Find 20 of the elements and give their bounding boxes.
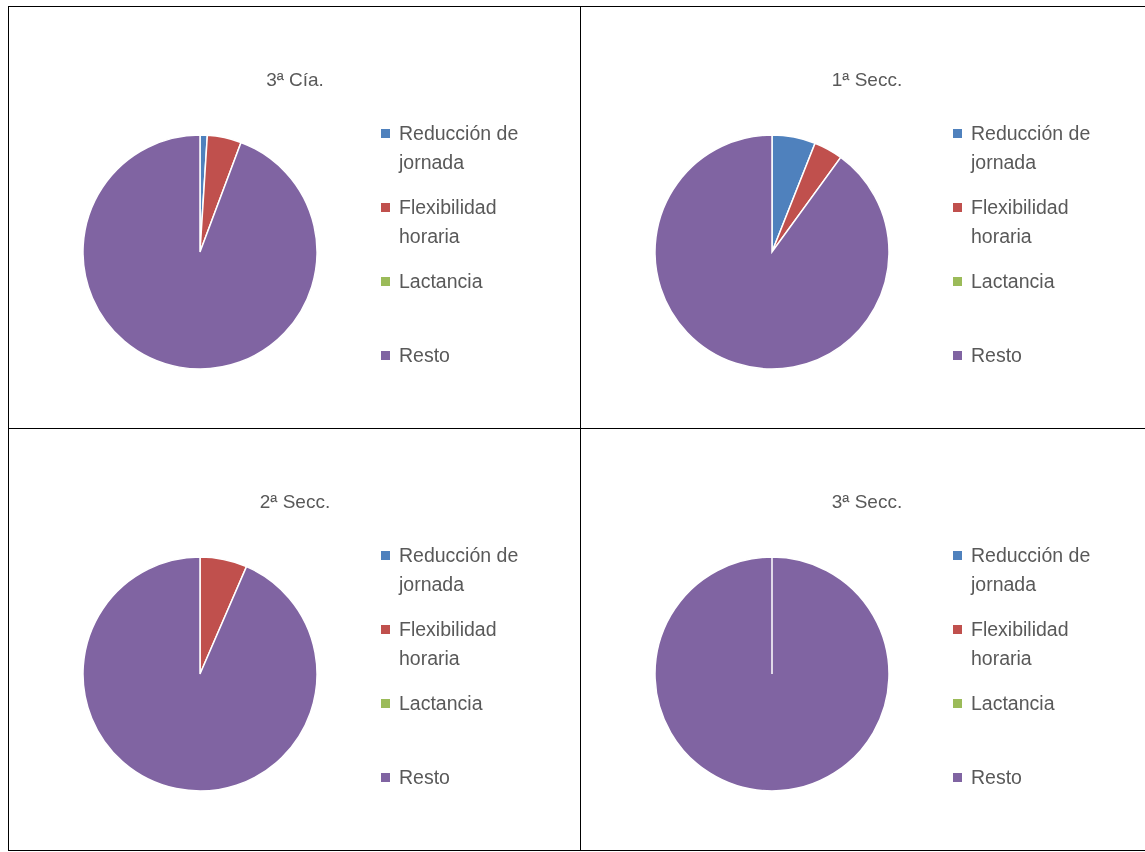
legend-label: Resto (399, 343, 451, 368)
chart-title: 1ª Secc. (830, 69, 904, 91)
legend-label: Lactancia (399, 691, 484, 716)
legend-label: Lactancia (399, 269, 484, 294)
chart-title: 3ª Secc. (830, 491, 904, 513)
legend-label: Flexibilidad horaria (971, 195, 1070, 249)
legend-label: Lactancia (971, 269, 1056, 294)
chart-title: 3ª Cía. (265, 69, 325, 91)
legend-label: Flexibilidad horaria (399, 617, 498, 671)
legend-label: Reducción de jornada (971, 121, 1092, 175)
legend-label: Reducción de jornada (399, 543, 520, 597)
legend-label: Flexibilidad horaria (399, 195, 498, 249)
legend-label: Resto (399, 765, 451, 790)
legend-label: Reducción de jornada (971, 543, 1092, 597)
legend-label: Reducción de jornada (399, 121, 520, 175)
chart-title: 2ª Secc. (258, 491, 332, 513)
legend-label: Resto (971, 765, 1023, 790)
legend-label: Resto (971, 343, 1023, 368)
legend-label: Flexibilidad horaria (971, 617, 1070, 671)
legend-label: Lactancia (971, 691, 1056, 716)
